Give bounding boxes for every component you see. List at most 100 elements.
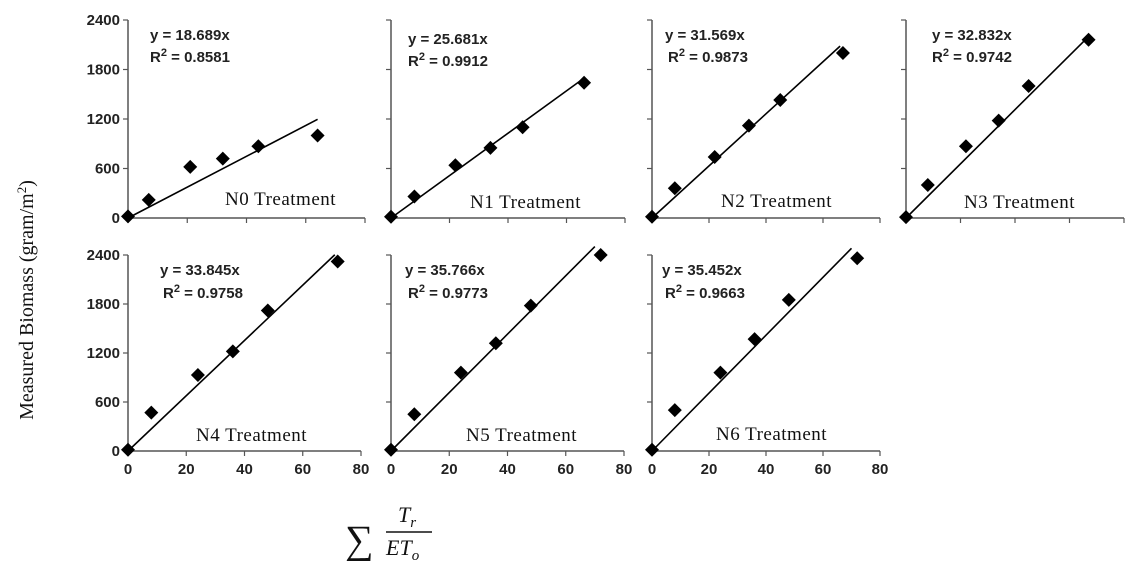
treatment-label: N5 Treatment: [466, 425, 577, 446]
treatment-label: N4 Treatment: [196, 425, 307, 446]
fit-line: [651, 247, 853, 452]
regression-equation: y = 18.689x: [150, 27, 230, 44]
r-squared-label: R2 = 0.9663: [665, 283, 745, 302]
r-squared-label: R2 = 0.9742: [932, 47, 1012, 66]
fit-line: [390, 245, 596, 452]
chart-panel: y = 32.832x R2 = 0.9742 N3 Treatment: [899, 19, 1125, 225]
x-tick-label: 40: [758, 461, 775, 478]
x-tick-label: 80: [353, 461, 370, 478]
x-tick-label: 60: [294, 461, 311, 478]
data-point: [141, 192, 156, 207]
y-axis-label: Measured Biomass (gram/m2): [14, 180, 38, 420]
data-point: [920, 178, 935, 192]
data-point: [781, 292, 796, 307]
treatment-label: N1 Treatment: [470, 192, 581, 213]
y-tick-label: 1800: [87, 62, 120, 79]
data-point: [260, 303, 275, 318]
y-tick-label: 1200: [87, 345, 120, 362]
data-point: [667, 181, 682, 196]
regression-equation: y = 35.452x: [662, 262, 742, 279]
data-point: [384, 209, 398, 224]
chart-panel: 0 20 40 60 80 y = 35.766x R2 = 0.9773 N5 Treatm…: [384, 245, 633, 478]
r-squared-label: R2 = 0.9758: [163, 283, 243, 302]
chart-panel: 0 20 40 60 80 y = 35.452x R2 = 0.9663 N6 Treatm…: [645, 247, 889, 478]
data-point: [747, 332, 762, 347]
data-point: [121, 442, 135, 457]
data-point: [645, 209, 659, 224]
data-point: [707, 149, 722, 164]
data-point: [251, 139, 266, 154]
data-point: [1021, 79, 1036, 93]
data-point: [577, 75, 592, 90]
data-point: [1081, 32, 1096, 47]
treatment-label: N6 Treatment: [716, 424, 827, 445]
fit-line: [905, 35, 1090, 219]
data-point: [850, 251, 865, 266]
data-point: [453, 365, 468, 380]
data-point: [515, 120, 530, 135]
data-point: [407, 189, 422, 204]
x-tick-label: 20: [701, 461, 718, 478]
chart-panel: y = 31.569x R2 = 0.9873 N2 Treatment: [645, 19, 881, 224]
y-tick-label: 0: [112, 210, 120, 227]
regression-equation: y = 31.569x: [665, 27, 745, 44]
y-tick-label: 1800: [87, 296, 120, 313]
data-point: [483, 140, 498, 155]
regression-equation: y = 25.681x: [408, 31, 488, 48]
treatment-label: N0 Treatment: [225, 189, 336, 210]
x-axis-label: ∑ Tr ETo: [345, 502, 432, 561]
x-tick-label: 80: [616, 461, 633, 478]
x-tick-label: 40: [499, 461, 516, 478]
data-point: [645, 442, 659, 457]
x-tick-label: 40: [236, 461, 253, 478]
y-tick-label: 600: [95, 161, 120, 178]
data-point: [741, 118, 756, 133]
x-tick-label: 0: [124, 461, 132, 478]
chart-panel: 0 600 1200 1800 2400 y = 18.689x R2 = 0.8581 N0…: [87, 12, 366, 227]
data-point: [991, 113, 1006, 128]
data-point: [773, 93, 788, 108]
data-point: [407, 407, 422, 422]
r-squared-label: R2 = 0.8581: [150, 47, 230, 66]
data-point: [835, 46, 850, 60]
data-point: [190, 368, 205, 383]
data-point: [384, 442, 398, 457]
fit-line: [651, 45, 841, 219]
x-axis-label-numerator: Tr: [398, 502, 416, 531]
x-tick-label: 0: [387, 461, 395, 478]
x-tick-label: 60: [815, 461, 832, 478]
x-tick-label: 20: [441, 461, 458, 478]
data-point: [899, 210, 913, 225]
data-point: [448, 158, 463, 173]
data-point: [667, 403, 682, 418]
x-tick-label: 0: [648, 461, 656, 478]
regression-equation: y = 35.766x: [405, 262, 485, 279]
x-tick-label: 20: [178, 461, 195, 478]
data-point: [488, 336, 503, 351]
y-tick-label: 1200: [87, 111, 120, 128]
data-point: [713, 365, 728, 380]
data-point: [330, 254, 345, 269]
x-tick-label: 60: [557, 461, 574, 478]
x-tick-label: 80: [872, 461, 889, 478]
y-tick-label: 2400: [87, 247, 120, 264]
y-tick-label: 2400: [87, 12, 120, 29]
data-point: [183, 159, 198, 174]
y-axis-label-superscript: 2: [14, 187, 29, 194]
data-point: [215, 151, 230, 166]
data-point: [523, 298, 538, 313]
data-point: [144, 405, 159, 420]
treatment-label: N3 Treatment: [964, 192, 1075, 213]
regression-equation: y = 33.845x: [160, 262, 240, 279]
r-squared-label: R2 = 0.9873: [668, 47, 748, 66]
r-squared-label: R2 = 0.9773: [408, 283, 488, 302]
y-tick-label: 600: [95, 394, 120, 411]
data-point: [121, 209, 135, 224]
data-point: [310, 128, 325, 143]
x-axis-label-denominator: ETo: [385, 535, 420, 561]
r-squared-label: R2 = 0.9912: [408, 51, 488, 70]
y-tick-label: 0: [112, 443, 120, 460]
chart-panel: y = 25.681x R2 = 0.9912 N1 Treatment: [384, 19, 626, 224]
